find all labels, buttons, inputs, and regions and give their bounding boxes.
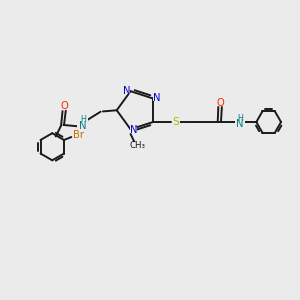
Text: H: H [237,114,243,123]
Text: O: O [60,101,68,111]
FancyBboxPatch shape [73,131,84,139]
FancyBboxPatch shape [77,116,88,128]
FancyBboxPatch shape [124,87,130,94]
Text: N: N [236,119,244,129]
Text: CH₃: CH₃ [130,141,146,150]
Text: S: S [172,117,179,127]
FancyBboxPatch shape [132,142,144,149]
FancyBboxPatch shape [172,118,180,126]
Text: N: N [153,93,160,103]
FancyBboxPatch shape [217,100,223,106]
Text: N: N [130,125,137,135]
Text: O: O [216,98,224,108]
FancyBboxPatch shape [153,95,160,101]
Text: N: N [123,85,131,96]
Text: Br: Br [73,130,84,140]
FancyBboxPatch shape [235,115,245,126]
FancyBboxPatch shape [61,103,68,110]
Text: H: H [80,115,86,124]
FancyBboxPatch shape [130,127,137,133]
Text: N: N [79,121,87,130]
